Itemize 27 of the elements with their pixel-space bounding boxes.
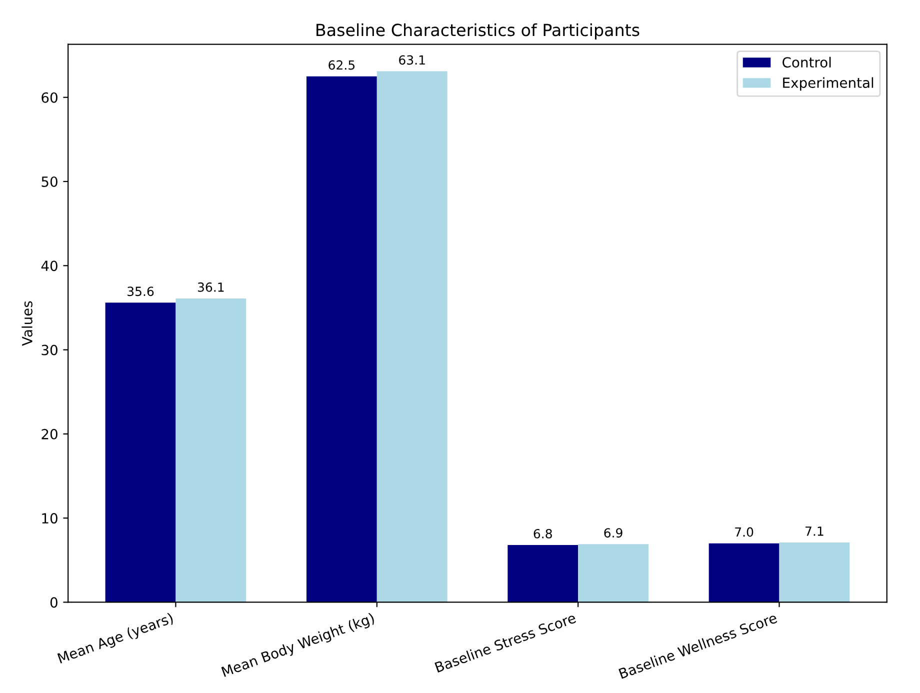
bar [508, 545, 578, 602]
data-label: 63.1 [399, 55, 425, 65]
bar [376, 71, 448, 602]
y-tick-label: 0 [50, 597, 58, 608]
y-tick-label: 30 [42, 344, 58, 356]
y-tick-label: 10 [42, 513, 58, 524]
data-label: 35.6 [128, 286, 154, 296]
bar [578, 544, 648, 602]
legend-label: Experimental [783, 77, 874, 91]
chart-title: Baseline Characteristics of Participants [316, 23, 640, 40]
data-label: 6.8 [534, 528, 552, 538]
data-label: 6.9 [604, 528, 622, 538]
data-label: 7.1 [806, 526, 824, 536]
y-axis-title: Values [22, 301, 32, 346]
bar [779, 542, 850, 602]
legend-label: Control [782, 56, 831, 68]
data-label: 36.1 [198, 282, 224, 292]
data-label: 62.5 [328, 60, 355, 70]
y-tick-label: 50 [42, 176, 58, 187]
bar [105, 302, 176, 602]
y-tick-label: 20 [42, 428, 58, 440]
bar [176, 298, 246, 602]
y-tick-label: 40 [41, 260, 58, 272]
bar [306, 76, 377, 602]
bar [708, 543, 780, 602]
y-tick-label: 60 [42, 92, 58, 103]
data-label: 7.0 [735, 527, 754, 537]
